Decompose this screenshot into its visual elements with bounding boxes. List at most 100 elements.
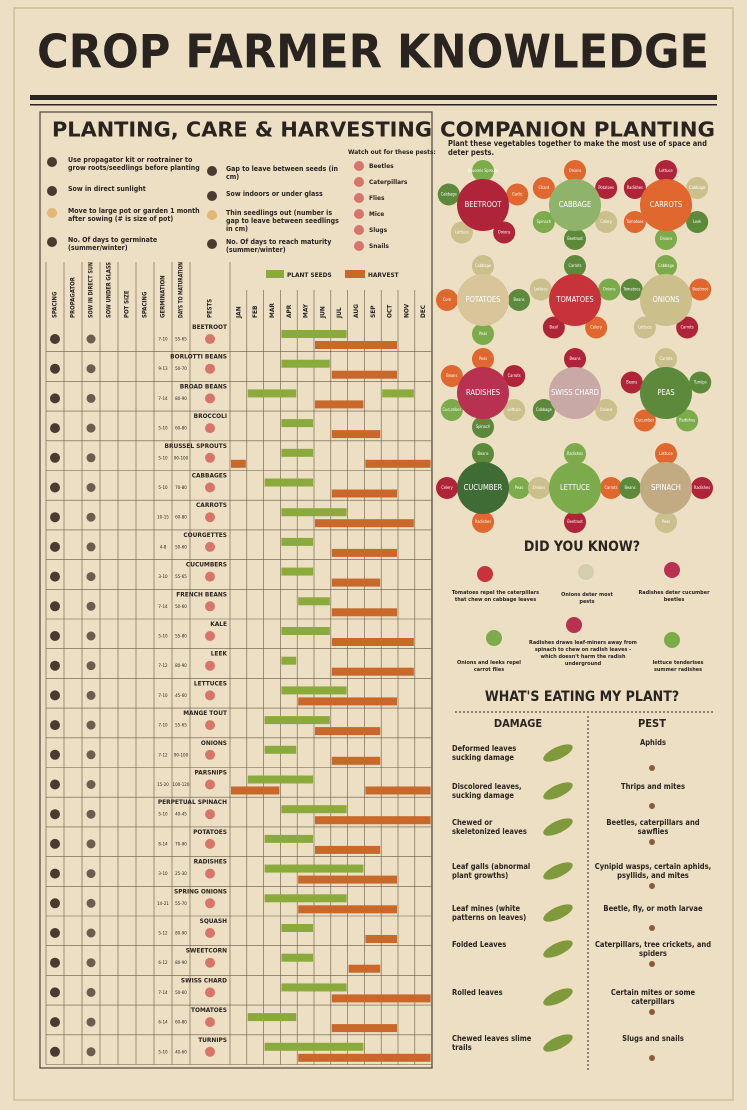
neighbor-label: Basil <box>550 325 559 330</box>
maturity-days: 90-100 <box>174 752 189 758</box>
key-icon <box>207 210 217 220</box>
month-label: JUL <box>335 307 343 319</box>
pest-icon <box>649 765 655 771</box>
maturity-days: 40-45 <box>175 812 187 818</box>
harvest-bar <box>315 519 414 528</box>
germination: 7-12 <box>158 663 168 669</box>
harvest-bar <box>331 578 381 587</box>
pest-label: Caterpillars <box>369 178 408 186</box>
spacing-icon <box>50 928 60 938</box>
neighbor <box>437 183 460 206</box>
neighbor-label: Onions <box>600 407 613 412</box>
sun-icon <box>86 453 96 463</box>
neighbor-label: Onions <box>569 168 582 173</box>
sow-bar <box>281 953 313 962</box>
crop-name: FRENCH BEANS <box>176 590 227 598</box>
pest-icon <box>354 193 364 203</box>
sun-icon <box>86 542 96 552</box>
neighbor-label: Lettuce <box>659 451 673 456</box>
neighbor <box>564 255 586 277</box>
key-text: No. Of days to germinate (summer/winter) <box>68 236 158 252</box>
pest-icon <box>205 898 215 909</box>
sun-icon <box>86 334 96 344</box>
key-text: Sow indoors or under glass <box>226 190 323 198</box>
spacing-icon <box>50 423 60 434</box>
crop-name: BORLOTTI BEANS <box>170 353 227 361</box>
crop-name: POTATOES <box>193 828 227 836</box>
spacing-icon <box>50 601 60 612</box>
maturity-days: 80-90 <box>175 396 187 402</box>
key-text: No. Of days to reach maturity (summer/wi… <box>226 238 332 254</box>
crop-name: RADISHES <box>194 858 227 866</box>
neighbor-label: Cabbage <box>689 185 706 190</box>
maturity-days: 70-80 <box>175 485 187 491</box>
neighbor-label: Cucumber <box>636 418 655 423</box>
neighbor-label: Peas <box>479 356 487 361</box>
neighbor-label: Onions <box>533 485 546 490</box>
sow-bar <box>281 983 347 992</box>
harvest-bar <box>365 935 397 943</box>
neighbor-label: Cabbage <box>475 263 492 268</box>
neighbor <box>655 160 677 182</box>
crop-name: LETTUCES <box>194 679 227 687</box>
key-icon <box>207 239 217 249</box>
neighbor-label: Brussels Sprouts <box>468 168 498 173</box>
neighbor <box>598 278 621 301</box>
crop-name: PERPETUAL SPINACH <box>158 798 227 806</box>
spacing-icon <box>50 452 60 463</box>
neighbor <box>506 183 529 206</box>
pest-icon <box>354 241 364 251</box>
rule <box>30 95 717 100</box>
damage: Leaf galls (abnormal plant growths) <box>452 862 531 880</box>
harvest-bar <box>331 638 414 646</box>
column-header: PESTS <box>207 299 214 318</box>
neighbor-label: Garlic <box>512 191 522 196</box>
neighbor <box>472 416 494 438</box>
sun-icon <box>86 601 96 611</box>
neighbor-label: Cabbage <box>441 191 458 196</box>
neighbor <box>595 211 618 233</box>
fact-icon <box>477 566 493 582</box>
crop-name: TOMATOES <box>191 1006 227 1014</box>
neighbor <box>542 316 565 339</box>
pest-label: Flies <box>369 194 385 202</box>
neighbor <box>655 255 677 277</box>
neighbor-label: Lettuce <box>507 407 521 412</box>
month-label: SEP <box>369 305 377 318</box>
crop-name: BROAD BEANS <box>180 382 227 390</box>
neighbor-label: Carrots <box>508 373 521 378</box>
harvest-bar <box>331 994 431 1003</box>
harvest-bar <box>331 608 397 617</box>
key-text: Sow in direct sunlight <box>68 185 146 193</box>
neighbor <box>676 409 699 432</box>
month-label: APR <box>285 304 293 318</box>
germination: 3-10 <box>158 574 168 580</box>
column-header: SOW UNDER GLASS <box>106 262 113 318</box>
month-label: NOV <box>402 303 410 318</box>
harvest-bar <box>348 964 381 973</box>
sun-icon <box>86 869 96 879</box>
neighbor-label: Leek <box>693 219 702 224</box>
germination: 7-10 <box>158 337 168 343</box>
pest: Caterpillars, tree crickets, and spiders <box>594 940 712 958</box>
spacing-icon <box>50 334 60 344</box>
neighbor-label: Radishes <box>567 451 583 456</box>
germination: 6-12 <box>158 960 168 966</box>
pest-icon <box>205 838 215 849</box>
key-text: Move to large pot or garden 1 month afte… <box>68 207 200 223</box>
sow-bar <box>247 1013 297 1022</box>
pest-icon <box>649 1055 655 1061</box>
spacing-icon <box>50 838 60 849</box>
neighbor-label: Carrots <box>604 485 617 490</box>
maturity-days: 90-100 <box>174 455 189 461</box>
pest-icon <box>205 512 215 523</box>
month-label: OCT <box>386 305 394 318</box>
sun-icon <box>86 898 96 908</box>
neighbor-label: Tomatoes <box>622 286 640 291</box>
pest-icon <box>205 720 215 731</box>
neighbor-label: Carrots <box>568 263 581 268</box>
neighbor <box>472 443 494 465</box>
companion-center <box>640 462 692 514</box>
harvest-bar <box>331 430 381 439</box>
